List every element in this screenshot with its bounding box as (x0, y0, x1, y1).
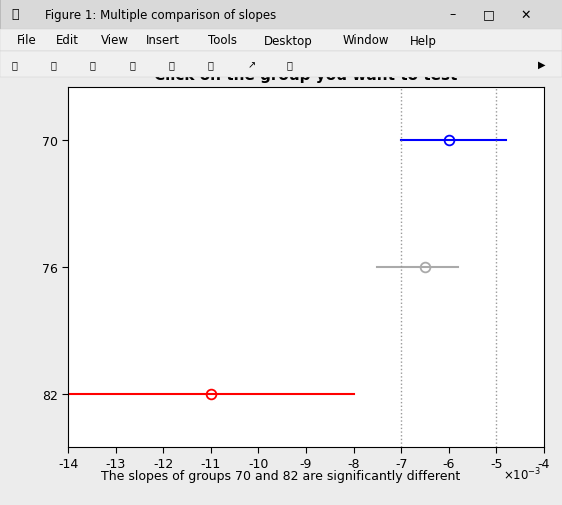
Text: Tools: Tools (208, 34, 237, 47)
Text: 📂: 📂 (11, 60, 17, 70)
Text: Window: Window (343, 34, 389, 47)
Text: Insert: Insert (146, 34, 180, 47)
Text: Figure 1: Multiple comparison of slopes: Figure 1: Multiple comparison of slopes (45, 9, 276, 21)
Title: Click on the group you want to test: Click on the group you want to test (155, 68, 457, 82)
Text: ⬜: ⬜ (169, 60, 174, 70)
Text: □: □ (483, 9, 495, 21)
Text: ↗: ↗ (247, 60, 255, 70)
Text: The slopes of groups 70 and 82 are significantly different: The slopes of groups 70 and 82 are signi… (101, 469, 461, 482)
Text: ⬜: ⬜ (208, 60, 214, 70)
Text: –: – (449, 9, 456, 21)
Text: Desktop: Desktop (264, 34, 313, 47)
Text: Help: Help (410, 34, 437, 47)
Text: 🖨: 🖨 (90, 60, 96, 70)
Text: ✕: ✕ (520, 9, 531, 21)
Text: View: View (101, 34, 129, 47)
Text: 🗖: 🗖 (11, 9, 19, 21)
Text: ⬜: ⬜ (287, 60, 292, 70)
Text: Edit: Edit (56, 34, 79, 47)
Text: ▶: ▶ (538, 60, 545, 70)
Text: 🔍: 🔍 (129, 60, 135, 70)
Text: File: File (17, 34, 37, 47)
Text: 💾: 💾 (51, 60, 56, 70)
Text: $\times\mathregular{10}^{\mathregular{-3}}$: $\times\mathregular{10}^{\mathregular{-3… (503, 466, 541, 482)
